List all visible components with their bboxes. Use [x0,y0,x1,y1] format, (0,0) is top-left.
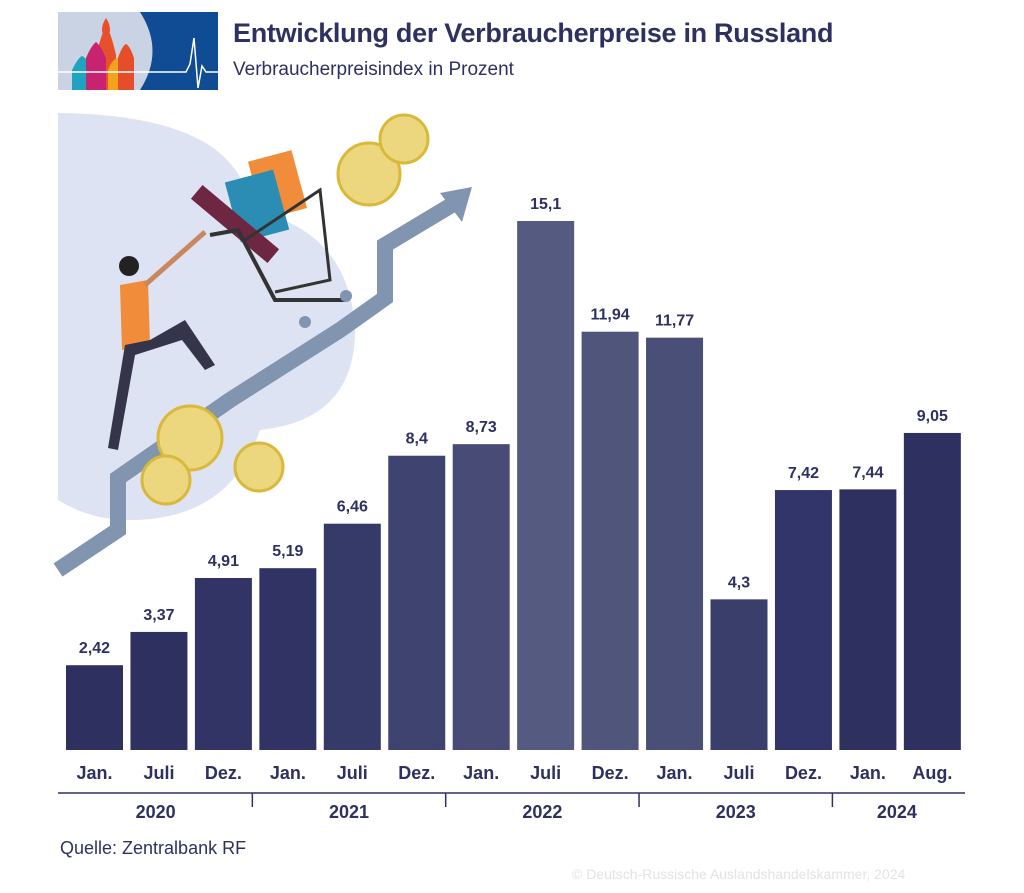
x-tick-label: Jan. [850,763,886,783]
x-tick-label: Aug. [912,763,952,783]
ruble-coins [140,113,430,506]
cloud-shape [58,113,355,520]
value-label: 8,73 [466,419,497,436]
value-label: 15,1 [530,196,561,213]
rising-arrow [53,193,465,577]
bar [581,331,639,750]
source-note: Quelle: Zentralbank RF [60,838,247,858]
woman-figure [108,230,215,450]
value-label: 5,19 [272,543,303,560]
x-tick-label: Dez. [592,763,629,783]
year-label: 2024 [877,802,917,822]
x-tick-label: Jan. [463,763,499,783]
x-tick-label: Dez. [785,763,822,783]
bar [452,444,510,750]
x-tick-label: Juli [530,763,561,783]
bar [903,432,961,750]
bar [774,490,832,750]
value-label: 4,91 [208,553,239,570]
bar [517,221,575,750]
value-label: 6,46 [337,499,368,516]
value-label: 8,4 [406,431,428,448]
bar [259,568,317,750]
year-label: 2021 [329,802,369,822]
year-label: 2022 [522,802,562,822]
x-tick-label: Juli [337,763,368,783]
arrow-head-icon [440,187,472,222]
bar [66,665,123,750]
bar [323,523,381,750]
logo [58,12,218,90]
value-label: 9,05 [917,408,948,425]
value-label: 4,3 [728,574,750,591]
value-label: 7,42 [788,465,819,482]
value-label: 2,42 [79,640,110,657]
copyright-note: © Deutsch-Russische Auslandshandelskamme… [572,866,906,882]
value-label: 11,94 [591,307,630,324]
x-tick-label: Juli [143,763,174,783]
x-tick-label: Jan. [657,763,693,783]
shopping-cart-icon [190,150,352,328]
x-tick-label: Juli [723,763,754,783]
x-tick-label: Jan. [76,763,112,783]
x-tick-label: Dez. [205,763,242,783]
value-label: 3,37 [143,607,174,624]
value-label: 7,44 [852,464,883,481]
x-tick-label: Jan. [270,763,306,783]
bar [646,337,704,750]
chart-subtitle: Verbraucherpreisindex in Prozent [233,59,514,80]
bar [710,599,768,750]
bar [388,455,446,750]
bar [130,631,188,750]
x-tick-label: Dez. [398,763,435,783]
value-label: 11,77 [655,313,694,330]
bar [839,489,897,750]
chart-title: Entwicklung der Verbraucherpreise in Rus… [233,18,834,48]
bar [194,577,252,750]
year-label: 2023 [716,802,756,822]
year-label: 2020 [136,802,176,822]
